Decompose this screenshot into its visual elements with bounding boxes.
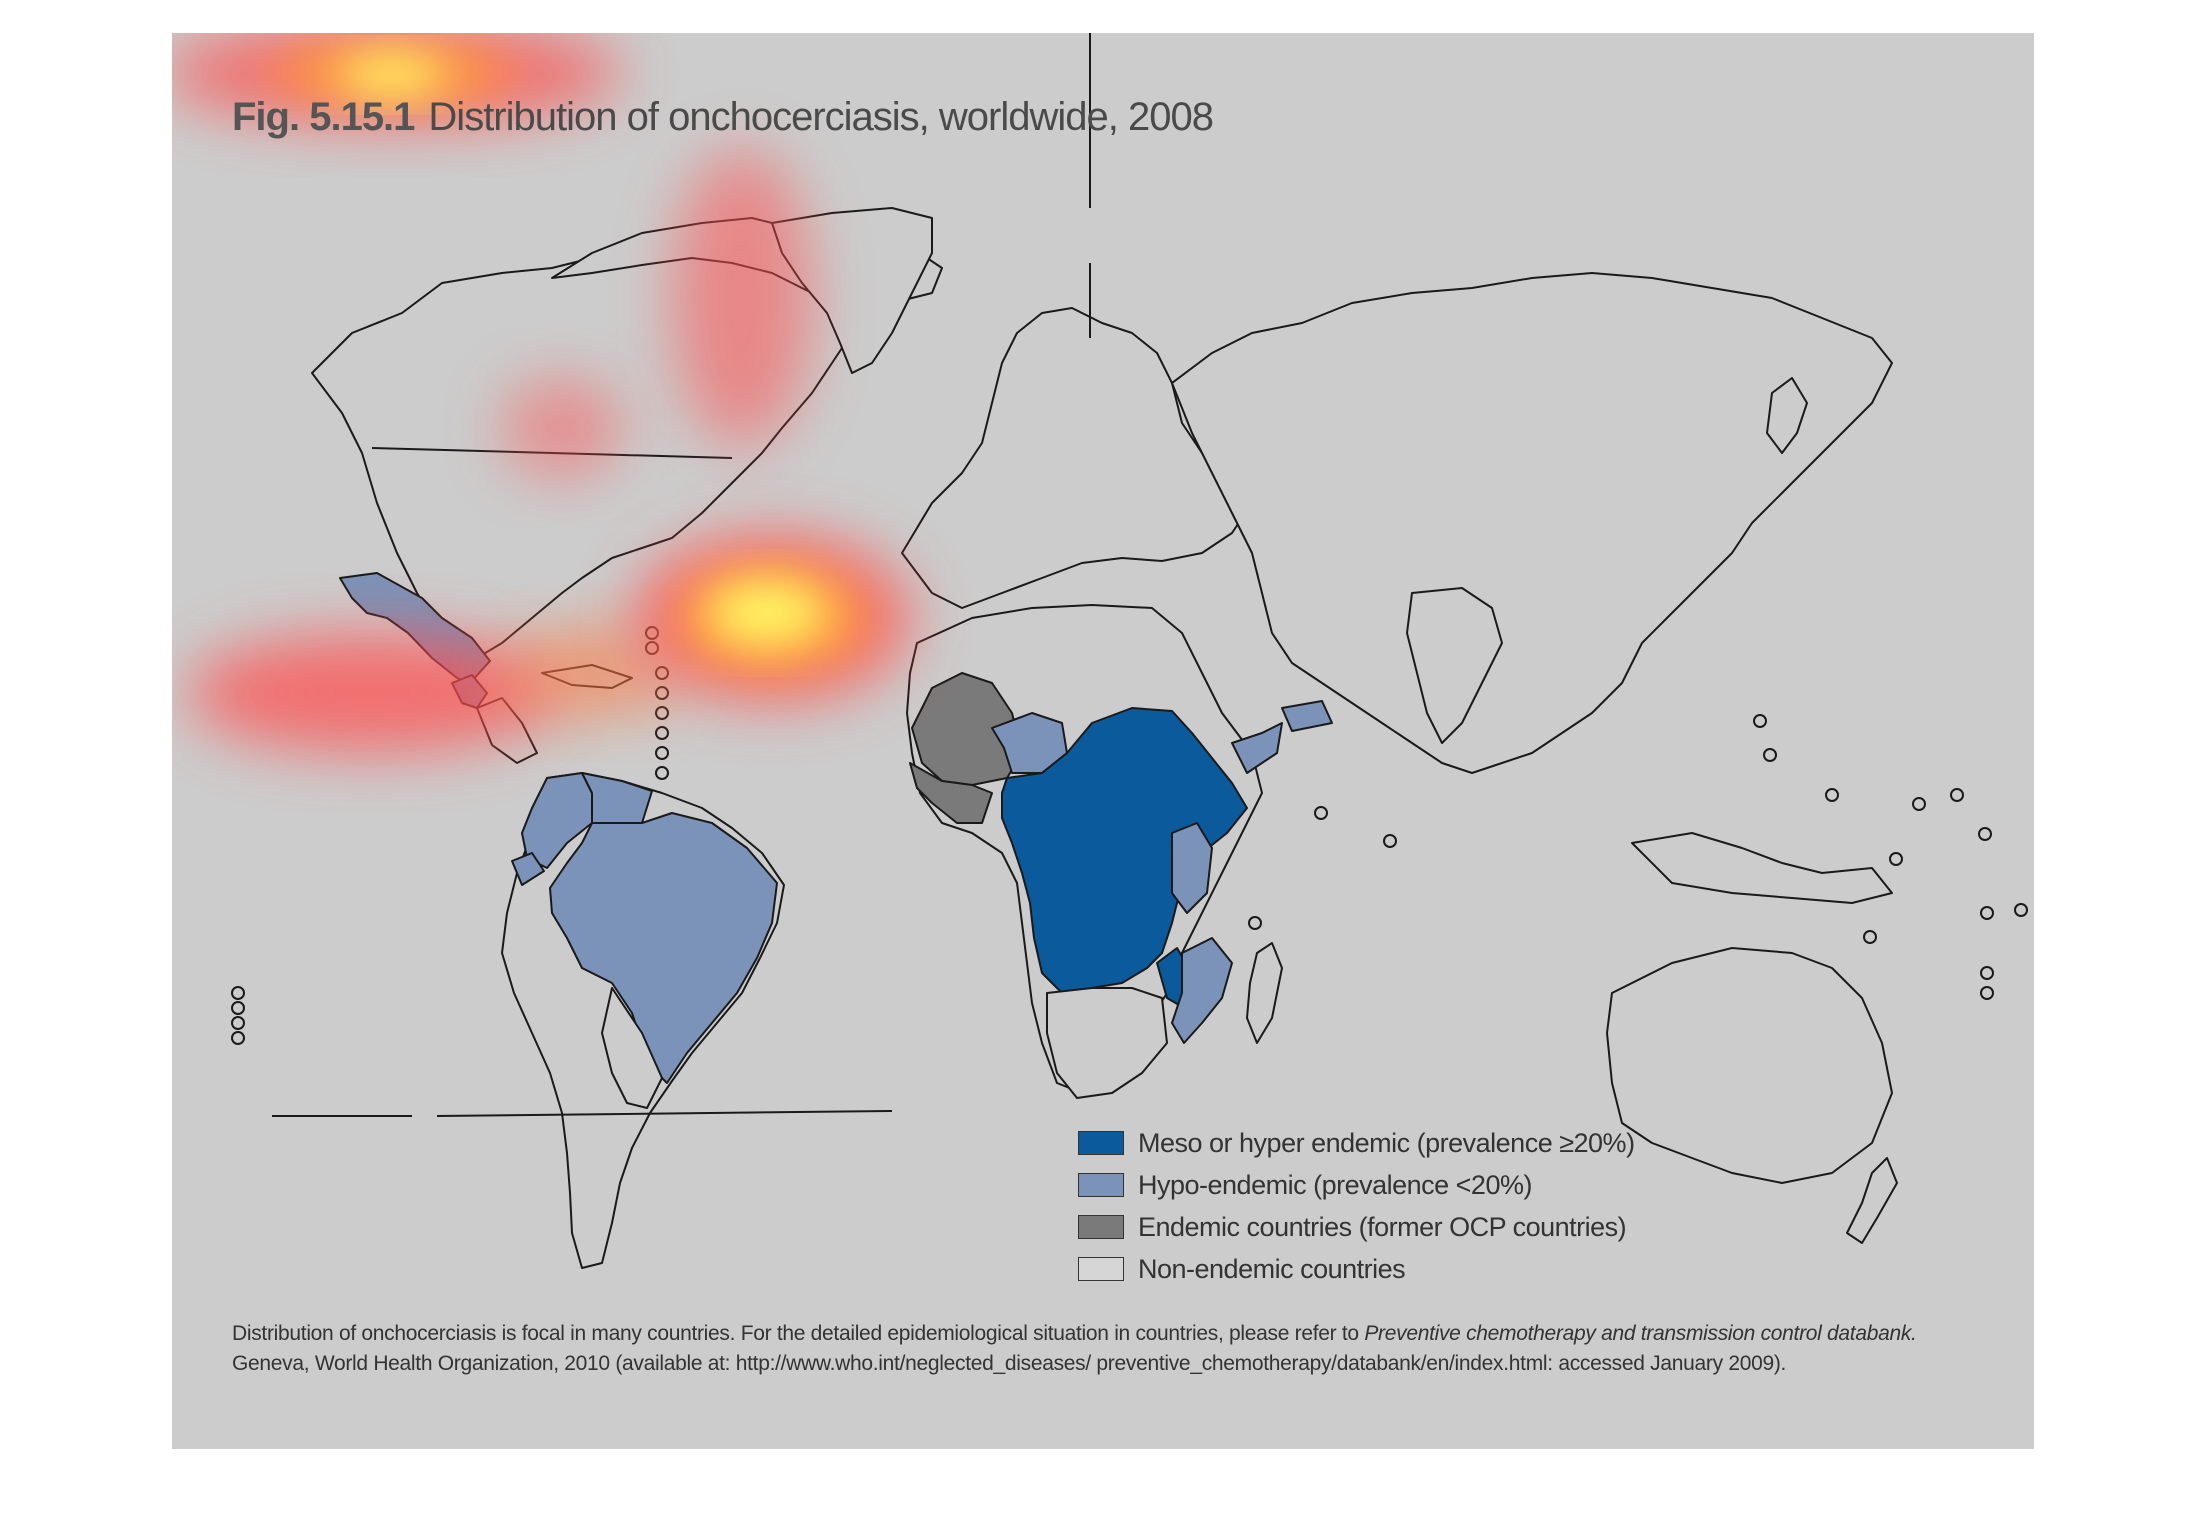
venezuela-endemic — [581, 772, 653, 829]
madagascar — [1246, 942, 1283, 1044]
caption-line-1-text: Distribution of onchocerciasis is focal … — [232, 1322, 1365, 1345]
figure-title-text: Distribution of onchocerciasis, worldwid… — [428, 95, 1214, 139]
legend-swatch-meso — [1078, 1131, 1124, 1155]
figure-number: Fig. 5.15.1 — [232, 95, 415, 139]
asia-landmass — [1171, 272, 1893, 774]
legend-swatch-non-endemic — [1078, 1257, 1124, 1281]
legend-swatch-ocp — [1078, 1215, 1124, 1239]
legend-label-meso: Meso or hyper endemic (prevalence ≥20%) — [1138, 1127, 1635, 1158]
yemen-hypo — [1281, 700, 1333, 732]
tropic-line-west — [436, 1110, 893, 1117]
figure-caption: Distribution of onchocerciasis is focal … — [232, 1319, 1992, 1379]
caption-line-1: Distribution of onchocerciasis is focal … — [232, 1319, 1992, 1349]
caption-databank-title: Preventive chemotherapy and transmission… — [1364, 1322, 1917, 1345]
legend-label-non-endemic: Non-endemic countries — [1138, 1253, 1406, 1284]
figure-title: Fig. 5.15.1 Distribution of onchocerciasi… — [232, 95, 1214, 140]
south-cone — [601, 987, 663, 1109]
legend-item-ocp: Endemic countries (former OCP countries) — [1078, 1206, 1635, 1248]
legend-item-hypo: Hypo-endemic (prevalence <20%) — [1078, 1164, 1635, 1206]
attention-heatmap — [172, 33, 912, 753]
india-outline — [1406, 587, 1503, 744]
legend-swatch-hypo — [1078, 1173, 1124, 1197]
southern-africa — [1046, 987, 1168, 1099]
legend-item-meso: Meso or hyper endemic (prevalence ≥20%) — [1078, 1122, 1635, 1164]
east-africa-hypo — [1171, 822, 1213, 914]
legend-label-ocp: Endemic countries (former OCP countries) — [1138, 1211, 1627, 1242]
central-africa-meso — [1001, 707, 1248, 994]
west-africa-coast-ocp — [909, 762, 993, 824]
legend-item-non-endemic: Non-endemic countries — [1078, 1248, 1635, 1290]
caption-line-2: Geneva, World Health Organization, 2010 … — [232, 1352, 1787, 1375]
indonesia-islands — [1631, 832, 1893, 904]
world-map — [172, 33, 2028, 1269]
mozambique-hypo — [1171, 937, 1233, 1044]
australia — [1606, 947, 1893, 1184]
japan — [1766, 377, 1808, 454]
figure-panel: Fig. 5.15.1 Distribution of onchocerciasi… — [172, 33, 2034, 1449]
map-legend: Meso or hyper endemic (prevalence ≥20%) … — [1078, 1122, 1635, 1290]
europe-landmass — [901, 307, 1253, 609]
horn-hypo — [1231, 722, 1283, 774]
brazil-endemic — [549, 812, 778, 1084]
legend-label-hypo: Hypo-endemic (prevalence <20%) — [1138, 1169, 1532, 1200]
ecuador-endemic — [511, 852, 545, 886]
new-zealand — [1846, 1157, 1898, 1244]
